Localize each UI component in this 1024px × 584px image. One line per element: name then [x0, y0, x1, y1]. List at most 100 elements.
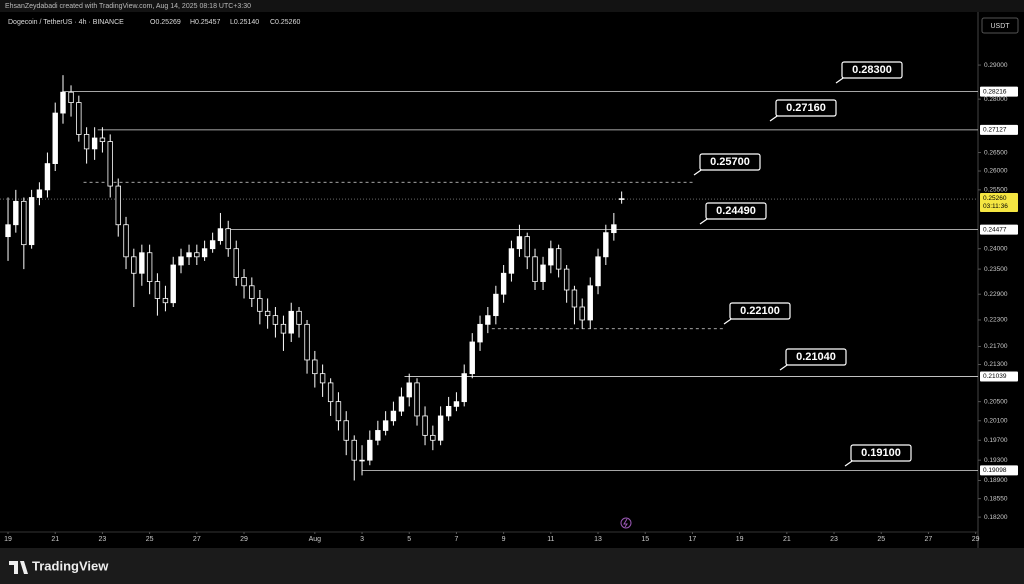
- candle-body: [5, 224, 11, 238]
- candle-body: [83, 134, 90, 150]
- candle-body: [406, 382, 412, 398]
- candle-body: [437, 415, 444, 441]
- callout-label: 0.24490: [716, 205, 756, 217]
- y-tick-label: 0.18550: [984, 495, 1008, 502]
- candle-body: [139, 252, 145, 274]
- candle-body: [28, 197, 35, 246]
- candle-body: [516, 236, 523, 250]
- callout-box: [785, 348, 847, 366]
- axis-tag: [980, 124, 1018, 135]
- callout-label: 0.21040: [796, 351, 836, 363]
- candle-body: [162, 298, 169, 304]
- y-tick-label: 0.26500: [984, 149, 1008, 156]
- candle-body: [398, 396, 405, 412]
- candle-body: [115, 185, 121, 226]
- candle-body: [524, 236, 530, 258]
- candle-body: [154, 281, 161, 299]
- symbol: Dogecoin / TetherUS · 4h · BINANCE: [8, 19, 124, 26]
- candle-body: [327, 382, 334, 403]
- candle-body: [367, 439, 373, 461]
- candle-body: [469, 341, 475, 375]
- y-tick-label: 0.20500: [984, 398, 1008, 405]
- callout-label: 0.19100: [861, 447, 901, 459]
- axis-tag: [980, 86, 1018, 97]
- x-tick-label: 19: [4, 536, 12, 543]
- x-tick-label: 3: [360, 536, 364, 543]
- candle-body: [414, 382, 420, 417]
- candle-body: [422, 415, 428, 436]
- candle-body: [76, 102, 82, 135]
- candle-body: [390, 410, 397, 422]
- y-tick-label: 0.22300: [984, 317, 1008, 324]
- price-tag: [980, 193, 1018, 213]
- candle-body: [579, 306, 585, 321]
- candle-body: [264, 310, 271, 317]
- x-tick-label: 21: [783, 536, 791, 543]
- y-tick-label: 0.22900: [984, 291, 1008, 298]
- ohlc-value: L0.25140: [230, 19, 259, 26]
- axis-tag-label: 0.28216: [983, 88, 1007, 95]
- candle-body: [225, 228, 231, 250]
- callout-label: 0.28300: [852, 64, 892, 76]
- candle-body: [44, 163, 51, 191]
- candle-body: [319, 373, 326, 384]
- candle-body: [555, 248, 562, 270]
- price-tag-label: 0.25260: [983, 195, 1007, 202]
- x-tick-label: 19: [736, 536, 744, 543]
- axis-tag-label: 0.21039: [983, 373, 1007, 380]
- candle-body: [60, 91, 66, 114]
- candle-body: [99, 137, 106, 143]
- candle-body: [571, 289, 578, 308]
- candle-body: [21, 200, 27, 246]
- ohlc-readout: O0.25269 H0.25457 L0.25140 C0.25260: [150, 19, 300, 26]
- candle-body: [500, 272, 507, 295]
- candle-body: [91, 137, 98, 150]
- y-tick-label: 0.24000: [984, 245, 1008, 252]
- axis-tag: [980, 371, 1018, 382]
- candle-body: [532, 256, 538, 282]
- candle-body: [312, 359, 318, 375]
- callout-box: [729, 302, 791, 320]
- axis-tag-label: 0.19098: [983, 467, 1007, 474]
- y-tick-label: 0.28000: [984, 96, 1008, 103]
- axis-tag-label: 0.24477: [983, 226, 1007, 233]
- candle-body: [217, 228, 224, 242]
- candle-body: [209, 240, 216, 250]
- candle-body: [618, 198, 625, 200]
- y-tick-label: 0.18900: [984, 477, 1008, 484]
- x-tick-label: 29: [972, 536, 980, 543]
- candle-body: [548, 248, 554, 266]
- y-tick-label: 0.20100: [984, 417, 1008, 424]
- ohlc-value: H0.25457: [190, 19, 220, 26]
- credit: EhsanZeydabadi created with TradingView.…: [5, 3, 251, 10]
- candle-body: [201, 248, 208, 258]
- credit-bar: [0, 0, 1024, 12]
- candle-body: [194, 252, 200, 258]
- candle-body: [445, 405, 452, 417]
- candle-body: [241, 277, 247, 287]
- candle-body: [461, 373, 467, 403]
- candle-body: [359, 459, 365, 462]
- candle-body: [146, 252, 153, 282]
- candle-body: [603, 232, 609, 258]
- x-tick-label: 13: [594, 536, 602, 543]
- candle-body: [178, 256, 184, 266]
- candle-body: [257, 298, 263, 312]
- candle-body: [123, 224, 129, 258]
- candle-body: [540, 264, 546, 282]
- candle-body: [13, 200, 19, 226]
- x-tick-label: 27: [925, 536, 933, 543]
- callout-box: [850, 444, 912, 462]
- x-tick-label: 23: [99, 536, 107, 543]
- x-tick-label: Aug: [309, 536, 322, 543]
- candle-body: [288, 310, 294, 334]
- y-tick-label: 0.29000: [984, 62, 1008, 69]
- candle-body: [296, 310, 302, 325]
- candle-body: [375, 430, 381, 441]
- candle-body: [131, 256, 137, 274]
- axis-tag: [980, 465, 1018, 476]
- x-tick-label: 7: [454, 536, 458, 543]
- y-tick-label: 0.19700: [984, 437, 1008, 444]
